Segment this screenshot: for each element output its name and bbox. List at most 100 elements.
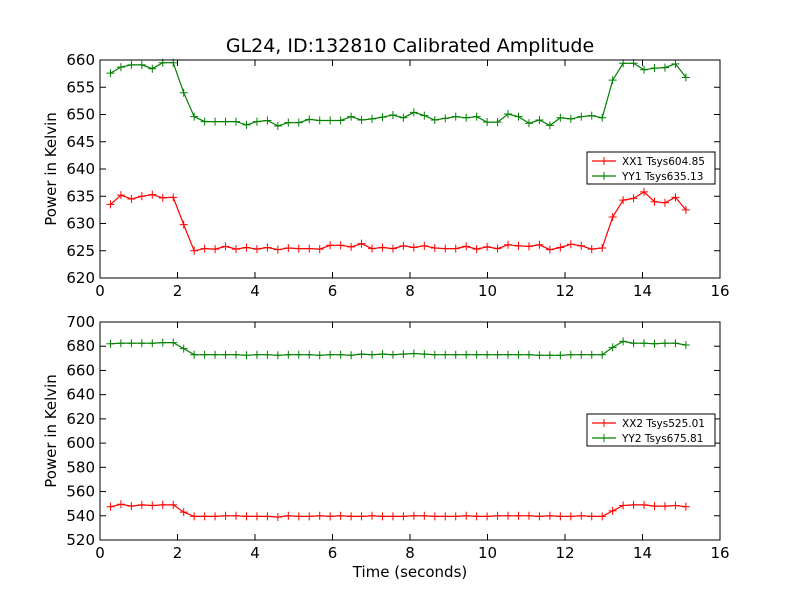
data-point: [483, 350, 492, 359]
data-point: [294, 118, 303, 127]
data-point: [179, 220, 188, 229]
data-point: [535, 115, 544, 124]
x-tick-label: 4: [250, 282, 260, 300]
data-point: [535, 351, 544, 360]
data-point: [483, 512, 492, 521]
data-point: [650, 502, 659, 511]
data-point: [273, 512, 282, 521]
y-tick-label: 660: [66, 361, 95, 379]
data-point: [430, 115, 439, 124]
x-axis-label: Time (seconds): [352, 563, 468, 581]
data-point: [326, 116, 335, 125]
data-point: [326, 241, 335, 250]
data-point: [378, 113, 387, 122]
data-point: [441, 244, 450, 253]
x-tick-label: 16: [710, 282, 729, 300]
data-point: [116, 191, 125, 200]
data-point: [514, 112, 523, 121]
data-point: [524, 350, 533, 359]
data-point: [420, 350, 429, 359]
data-point: [524, 119, 533, 128]
data-point: [305, 512, 314, 521]
data-point: [148, 339, 157, 348]
data-point: [472, 350, 481, 359]
data-point: [420, 241, 429, 250]
data-point: [200, 512, 209, 521]
series-2: [106, 58, 690, 130]
data-point: [273, 121, 282, 130]
data-point: [441, 114, 450, 123]
data-point: [190, 246, 199, 255]
data-point: [336, 511, 345, 520]
data-point: [472, 245, 481, 254]
data-point: [556, 351, 565, 360]
y-tick-label: 700: [66, 313, 95, 331]
series-2: [106, 337, 690, 360]
data-point: [242, 512, 251, 521]
data-point: [493, 244, 502, 253]
data-point: [232, 511, 241, 520]
data-point: [252, 350, 261, 359]
data-point: [284, 244, 293, 253]
x-tick-label: 12: [555, 282, 574, 300]
data-point: [681, 205, 690, 214]
data-point: [158, 338, 167, 347]
data-point: [556, 512, 565, 521]
data-point: [681, 341, 690, 350]
data-point: [409, 108, 418, 117]
data-point: [252, 245, 261, 254]
data-point: [566, 512, 575, 521]
data-point: [357, 115, 366, 124]
data-point: [430, 512, 439, 521]
data-point: [263, 350, 272, 359]
data-point: [211, 512, 220, 521]
data-point: [263, 512, 272, 521]
data-point: [294, 244, 303, 253]
data-point: [608, 212, 617, 221]
x-tick-label: 10: [478, 282, 497, 300]
y-axis-label: Power in Kelvin: [42, 112, 60, 226]
data-point: [650, 197, 659, 206]
data-point: [545, 351, 554, 360]
data-point: [388, 244, 397, 253]
data-point: [263, 243, 272, 252]
data-point: [336, 350, 345, 359]
data-point: [284, 118, 293, 127]
data-point: [169, 500, 178, 509]
data-point: [587, 245, 596, 254]
data-point: [420, 111, 429, 120]
data-point: [514, 350, 523, 359]
data-point: [305, 115, 314, 124]
data-point: [294, 512, 303, 521]
legend-label: XX1 Tsys604.85: [622, 156, 705, 168]
legend-label: YY1 Tsys635.13: [621, 171, 703, 183]
y-tick-label: 600: [66, 434, 95, 452]
data-point: [368, 511, 377, 520]
data-point: [158, 500, 167, 509]
data-point: [200, 117, 209, 126]
data-point: [148, 190, 157, 199]
data-point: [660, 63, 669, 72]
data-point: [116, 500, 125, 509]
x-tick-label: 6: [328, 282, 338, 300]
data-point: [577, 350, 586, 359]
data-point: [577, 511, 586, 520]
data-point: [577, 241, 586, 250]
data-point: [368, 114, 377, 123]
y-tick-label: 645: [66, 133, 95, 151]
data-point: [493, 511, 502, 520]
data-point: [619, 59, 628, 68]
y-tick-label: 625: [66, 242, 95, 260]
x-tick-label: 0: [95, 282, 105, 300]
data-point: [148, 64, 157, 73]
data-point: [305, 350, 314, 359]
data-point: [336, 241, 345, 250]
data-point: [252, 117, 261, 126]
data-point: [127, 502, 136, 511]
y-tick-label: 560: [66, 483, 95, 501]
data-point: [640, 500, 649, 509]
legend: XX2 Tsys525.01 YY2 Tsys675.81: [586, 413, 716, 447]
data-point: [629, 59, 638, 68]
data-point: [671, 59, 680, 68]
data-point: [357, 239, 366, 248]
